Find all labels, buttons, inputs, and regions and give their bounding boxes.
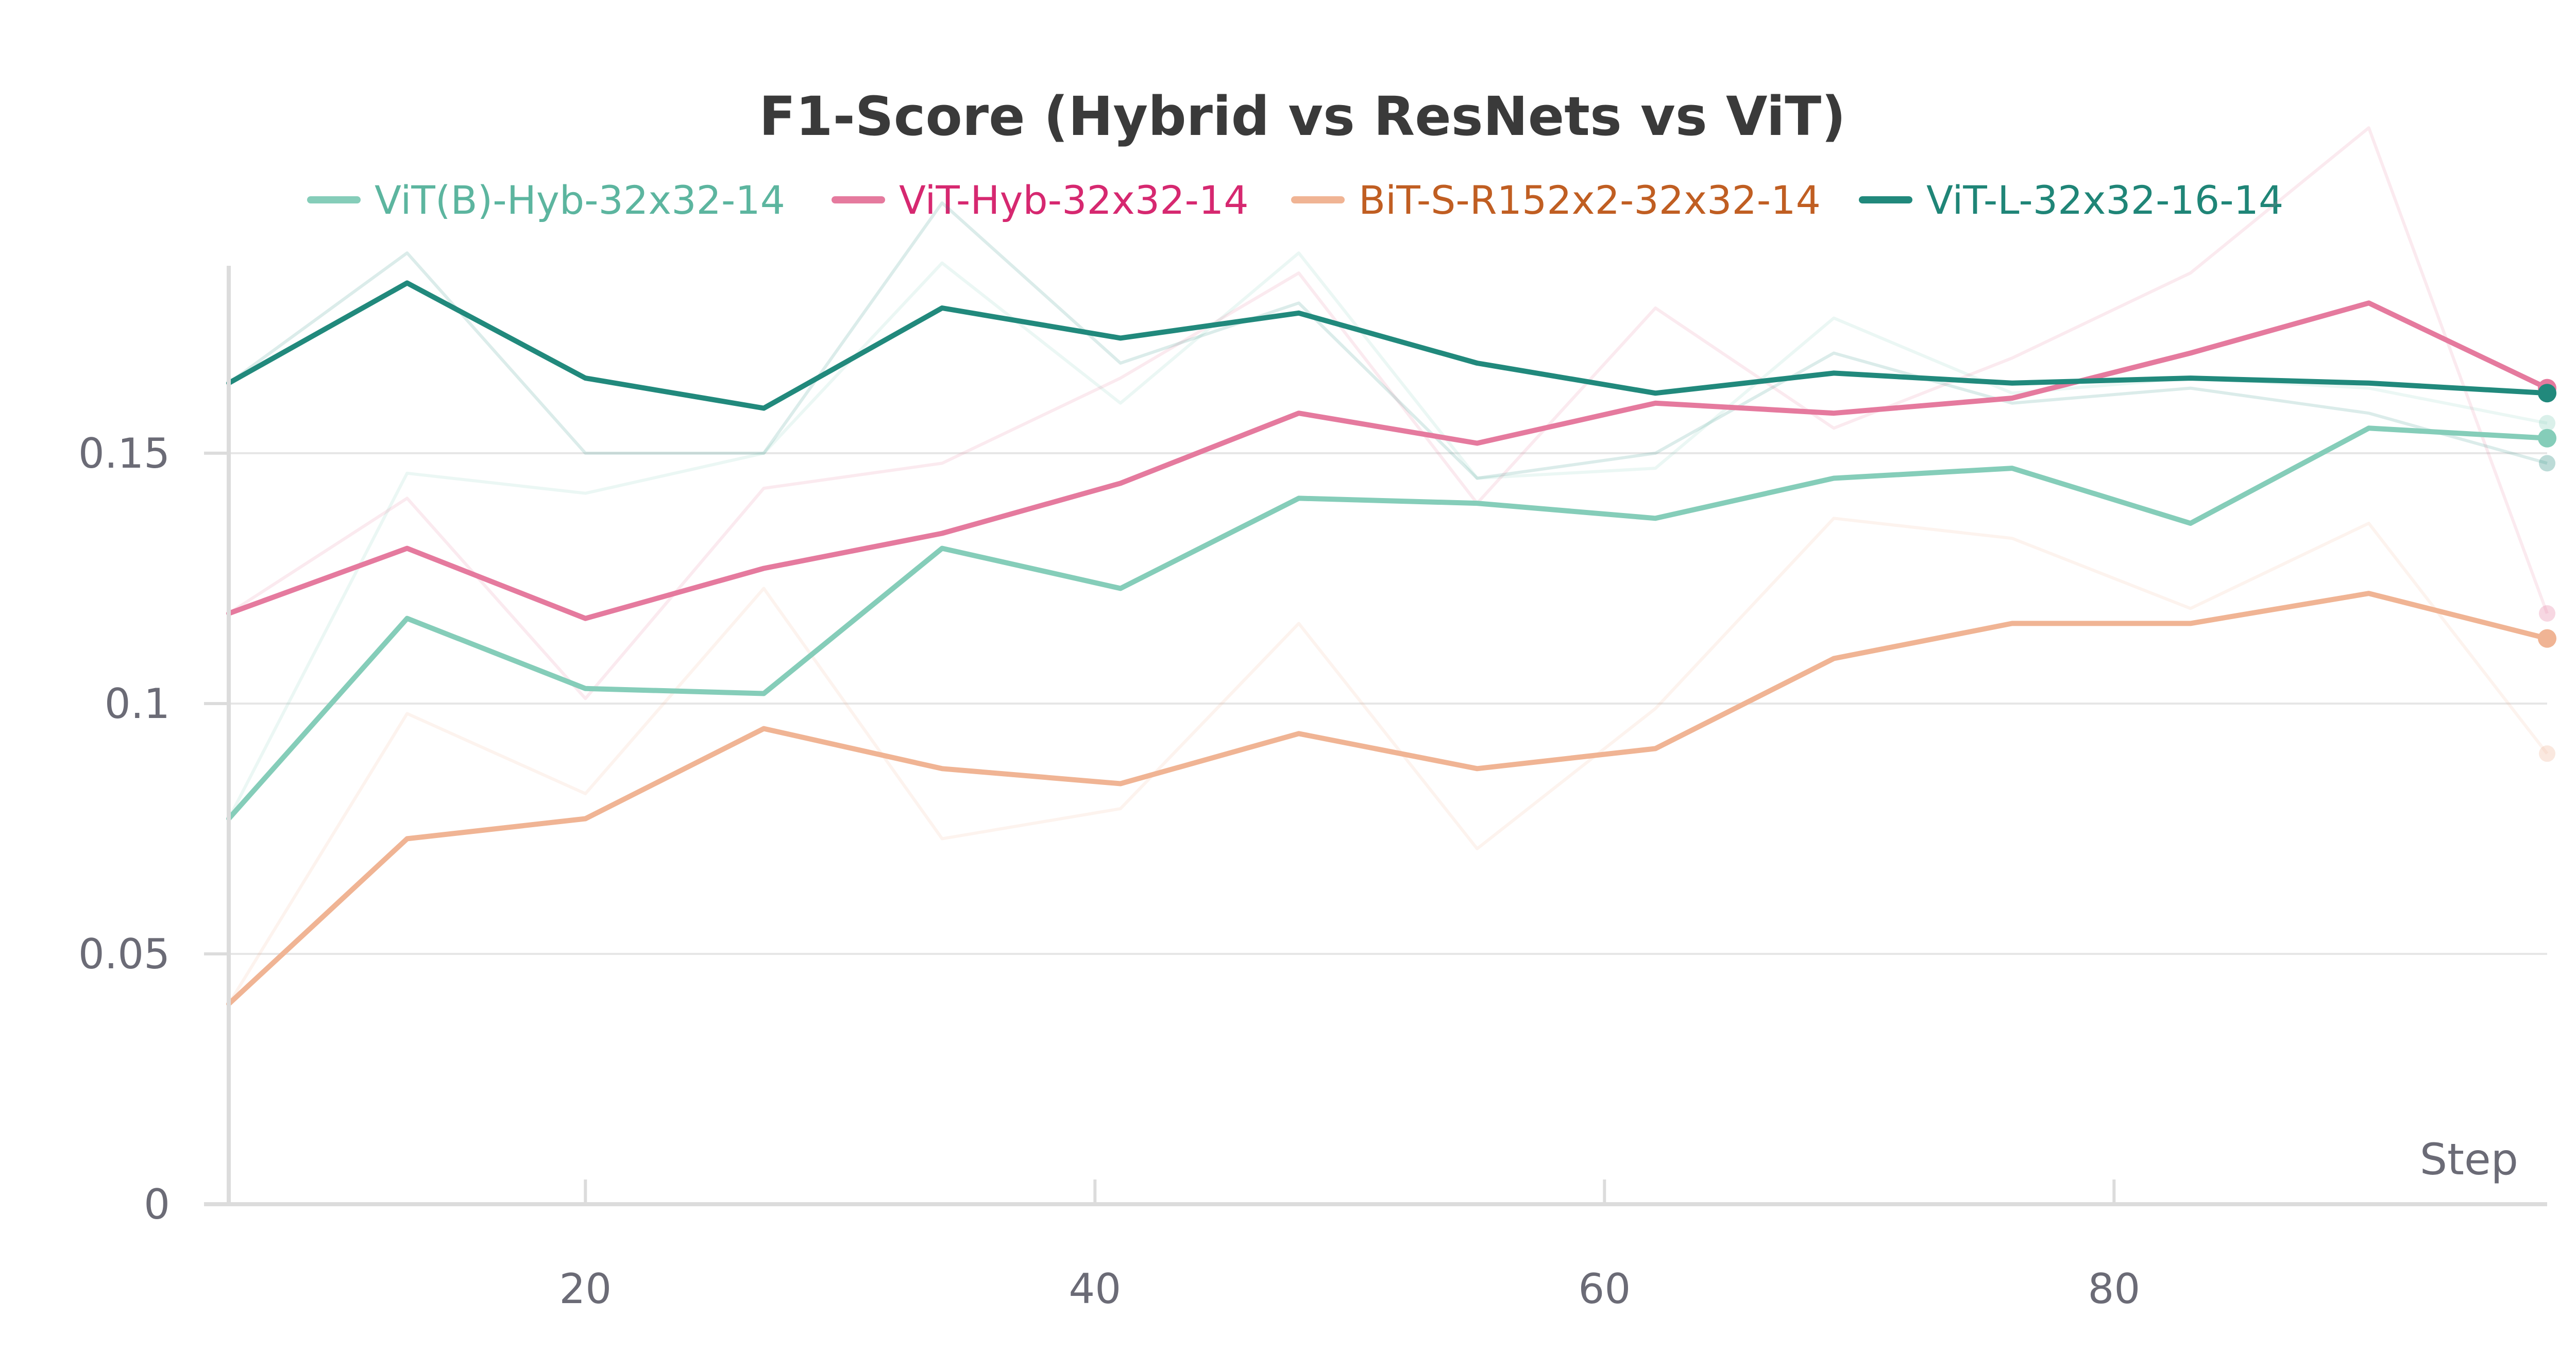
raw-end-point xyxy=(2539,455,2555,472)
y-tick-label: 0.15 xyxy=(78,430,170,477)
x-tick-label: 40 xyxy=(1069,1265,1121,1313)
x-axis-label: Step xyxy=(2420,1134,2518,1185)
series-line xyxy=(226,300,2550,621)
raw-end-point xyxy=(2539,605,2555,622)
raw-series-line xyxy=(227,517,2549,1005)
legend[interactable]: ViT(B)-Hyb-32x32-14 ViT-Hyb-32x32-14 BiT-S… xyxy=(307,177,2283,223)
x-tick-label: 60 xyxy=(1578,1265,1631,1313)
legend-item[interactable]: ViT-Hyb-32x32-14 xyxy=(832,177,1249,223)
legend-label: ViT-L-32x32-16-14 xyxy=(1926,177,2283,223)
gridlines xyxy=(229,452,2547,955)
raw-end-point xyxy=(2539,415,2555,432)
legend-item[interactable]: ViT(B)-Hyb-32x32-14 xyxy=(307,177,785,223)
series-line xyxy=(226,280,2550,411)
legend-item[interactable]: BiT-S-R152x2-32x32-14 xyxy=(1291,177,1821,223)
y-tick-label: 0.05 xyxy=(78,930,170,978)
series-end-markers xyxy=(2538,379,2556,762)
series-end-point xyxy=(2538,429,2556,448)
legend-item[interactable]: ViT-L-32x32-16-14 xyxy=(1859,177,2283,223)
raw-series-line xyxy=(228,201,2548,480)
y-tick-label: 0.1 xyxy=(105,680,170,728)
series-line xyxy=(226,425,2550,822)
legend-label: BiT-S-R152x2-32x32-14 xyxy=(1359,177,1821,223)
raw-series-line xyxy=(228,126,2549,700)
series-end-point xyxy=(2538,384,2556,403)
chart-title: F1-Score (Hybrid vs ResNets vs ViT) xyxy=(759,85,1846,148)
smoothed-series-lines xyxy=(226,280,2550,1007)
axes xyxy=(204,266,2547,1206)
legend-label: ViT-Hyb-32x32-14 xyxy=(899,177,1249,223)
x-tick-label: 80 xyxy=(2088,1265,2140,1313)
legend-label: ViT(B)-Hyb-32x32-14 xyxy=(375,177,785,223)
series-line xyxy=(226,591,2550,1007)
y-tick-label: 0 xyxy=(144,1181,170,1228)
raw-end-point xyxy=(2539,745,2555,762)
series-end-point xyxy=(2538,629,2556,648)
y-axis-ticks: 0 0.05 0.1 0.15 xyxy=(78,430,229,1228)
x-tick-label: 20 xyxy=(559,1265,612,1313)
x-axis-ticks: 20 40 60 80 xyxy=(559,1179,2140,1313)
